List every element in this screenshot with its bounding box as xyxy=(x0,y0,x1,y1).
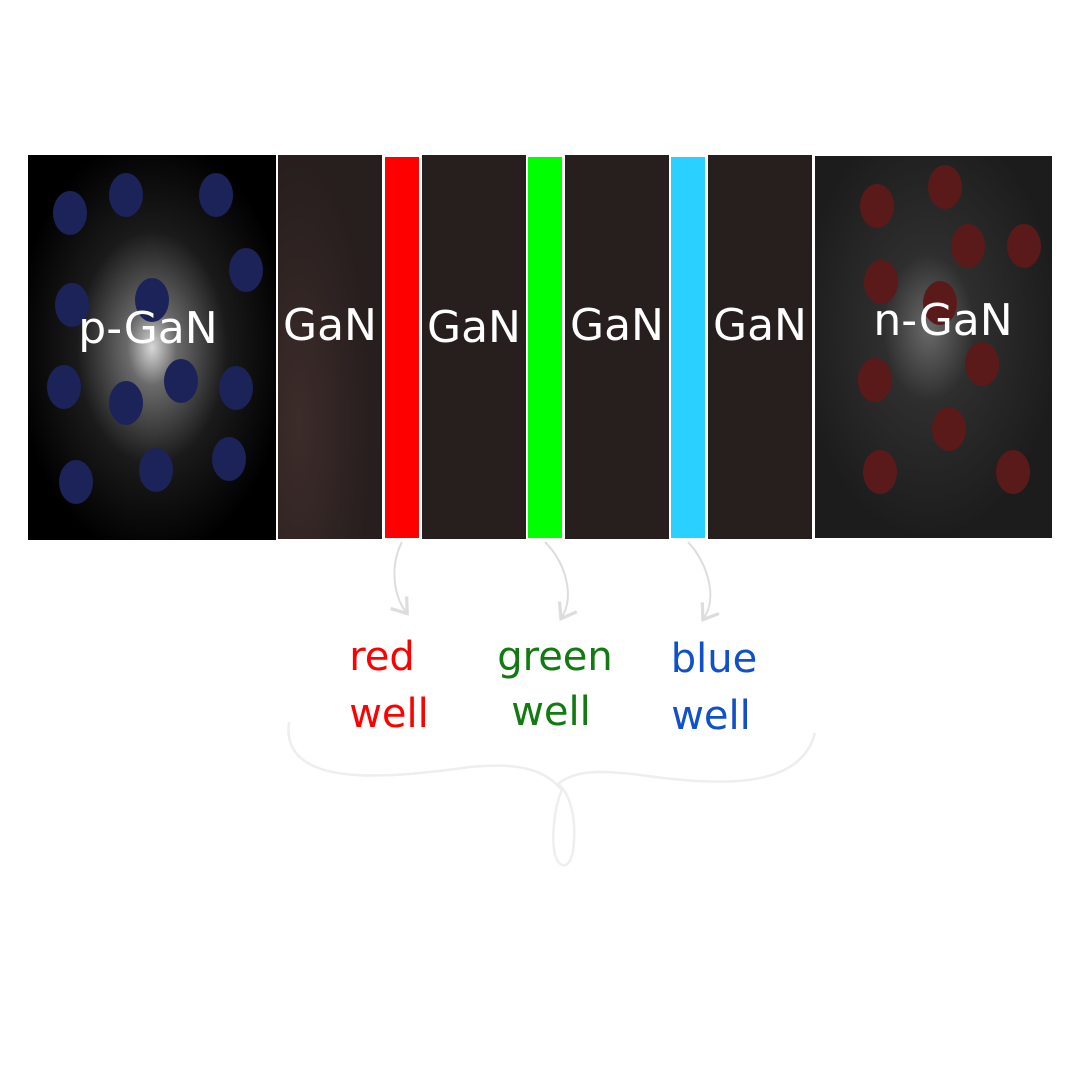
gan-barrier-4: GaN xyxy=(708,155,812,539)
n-gan-layer: n-GaN xyxy=(815,156,1052,538)
gan-barrier-1: GaN xyxy=(278,155,382,539)
n-gan-label: n-GaN xyxy=(873,295,1012,346)
red-well-arrow xyxy=(390,541,409,616)
gan-barrier-2: GaN xyxy=(422,155,526,539)
grouping-brace xyxy=(287,721,817,867)
blue-well-arrow xyxy=(687,541,720,622)
p-gan-label: p-GaN xyxy=(78,303,217,354)
red-well-label-line2: well xyxy=(349,691,429,737)
gan-barrier-1-label: GaN xyxy=(283,300,377,351)
green-quantum-well xyxy=(528,157,562,538)
gan-barrier-3: GaN xyxy=(565,155,669,539)
gan-barrier-2-label: GaN xyxy=(427,302,521,353)
red-quantum-well xyxy=(385,157,419,538)
gan-barrier-3-label: GaN xyxy=(570,300,664,351)
green-well-label-line1: green xyxy=(497,634,613,680)
green-well-label-line2: well xyxy=(511,689,591,735)
blue-well-label-line1: blue xyxy=(671,636,757,682)
green-well-arrow xyxy=(544,541,578,622)
n-gan-electrons xyxy=(858,165,1041,494)
blue-quantum-well xyxy=(671,157,705,538)
red-well-label-line1: red xyxy=(349,634,415,680)
blue-well-label-line2: well xyxy=(671,693,751,739)
blue-well-label: blue well xyxy=(671,636,757,739)
p-gan-layer: p-GaN xyxy=(28,155,276,540)
green-well-label: green well xyxy=(497,634,613,735)
p-gan-holes xyxy=(47,173,263,504)
gan-barrier-4-label: GaN xyxy=(713,300,807,351)
red-well-label: red well xyxy=(349,634,429,737)
